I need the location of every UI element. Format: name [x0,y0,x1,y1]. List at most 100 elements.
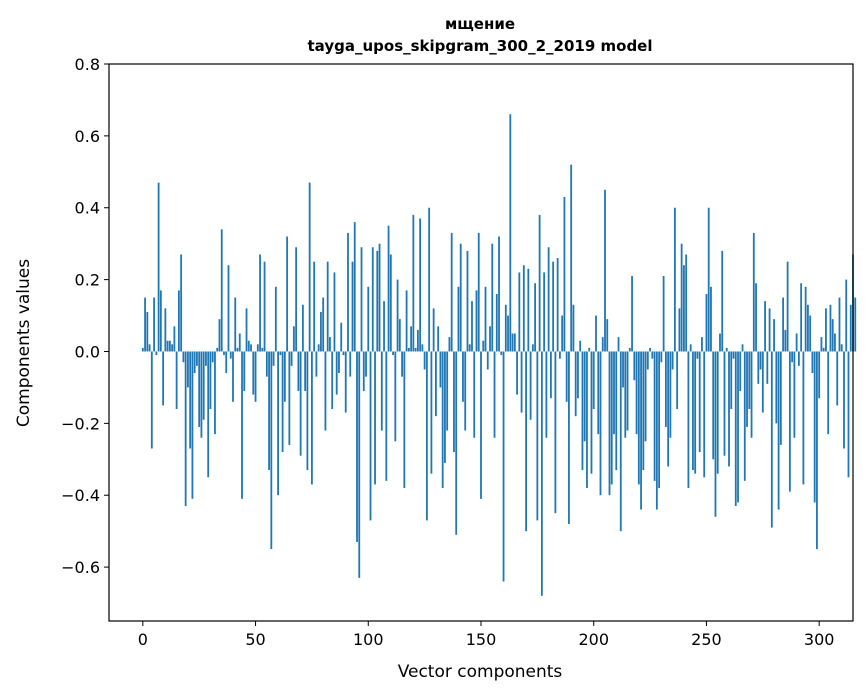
bar-289 [793,351,796,438]
bar-288 [791,351,794,363]
bar-298 [813,351,816,503]
bar-276 [764,301,766,352]
bar-91 [347,232,349,352]
bar-263 [734,351,737,506]
bar-121 [414,347,417,352]
bar-234 [669,351,672,438]
bar-279 [770,351,773,528]
x-tick-label-2: 100 [353,630,384,649]
bar-113 [396,279,399,352]
bar-225 [649,347,651,352]
bar-92 [349,351,352,377]
bar-94 [353,222,356,352]
bar-208 [610,351,613,485]
x-axis-ticks: 0 50 100 150 200 250 300 [138,621,834,649]
bar-17 [180,254,183,352]
bar-19 [184,351,187,506]
bar-53 [261,347,264,352]
bar-307 [834,333,836,352]
bar-222 [642,351,645,471]
bar-240 [683,265,685,352]
bar-134 [444,351,446,463]
bar-295 [807,304,809,352]
bar-55 [265,351,268,377]
bar-73 [306,351,309,471]
bar-82 [326,261,329,352]
bar-197 [586,351,588,489]
bar-297 [811,351,814,374]
plot-frame [108,63,854,622]
bar-119 [410,326,413,352]
bar-70 [299,351,302,456]
bar-46 [245,308,248,352]
bar-102 [371,247,374,352]
bar-303 [825,308,827,352]
bar-66 [290,351,293,366]
bar-312 [845,279,848,352]
bar-187 [563,196,566,352]
bar-45 [243,351,246,392]
bar-185 [559,351,561,359]
bar-138 [453,351,455,453]
bar-267 [743,351,746,481]
bar-211 [617,337,620,352]
bar-164 [511,333,514,352]
bar-213 [622,351,624,388]
bar-105 [378,243,381,352]
bar-81 [324,351,327,431]
bar-316 [854,297,857,352]
bar-228 [655,351,658,510]
bar-18 [182,351,185,363]
bar-125 [423,351,426,370]
bar-74 [308,182,311,352]
chart-title-line-2: tayga_upos_skipgram_300_2_2019 model [308,37,653,55]
bar-108 [385,351,388,481]
bar-87 [338,351,340,374]
bar-287 [788,351,791,492]
bar-5 [153,297,155,352]
bar-262 [732,351,735,359]
bar-229 [658,351,661,489]
bar-33 [216,347,219,352]
bar-116 [403,351,406,489]
bar-248 [701,337,703,352]
bar-261 [730,351,733,409]
bar-142 [462,351,464,402]
bar-224 [646,351,649,370]
bar-177 [540,351,543,596]
bar-206 [606,319,609,352]
bar-217 [631,276,633,352]
bar-144 [466,250,469,352]
bar-182 [552,261,555,352]
bar-152 [484,286,487,352]
bar-246 [696,351,699,359]
bar-198 [588,347,591,352]
bar-191 [572,304,575,352]
bar-195 [581,351,584,471]
y-tick-label-3: 0.0 [75,342,100,361]
bar-183 [554,351,557,514]
bar-313 [847,351,850,478]
bars-group [141,114,857,596]
bar-9 [162,351,165,406]
bar-48 [250,344,252,352]
bar-158 [498,236,500,352]
x-tick-label-0: 0 [138,630,148,649]
bar-39 [229,351,232,359]
bar-286 [786,261,789,352]
bar-126 [425,351,428,521]
bar-100 [367,286,370,352]
bar-221 [640,351,642,510]
bar-14 [173,326,176,352]
bar-268 [746,351,748,427]
bar-153 [486,351,489,370]
x-tick-label-3: 150 [466,630,497,649]
bar-238 [678,308,681,352]
bar-178 [543,272,546,352]
bar-166 [516,351,518,395]
bar-93 [351,261,354,352]
bar-163 [509,114,512,352]
bar-162 [507,315,509,352]
bar-57 [270,351,273,550]
y-tick-label-7: 0.8 [75,55,100,74]
